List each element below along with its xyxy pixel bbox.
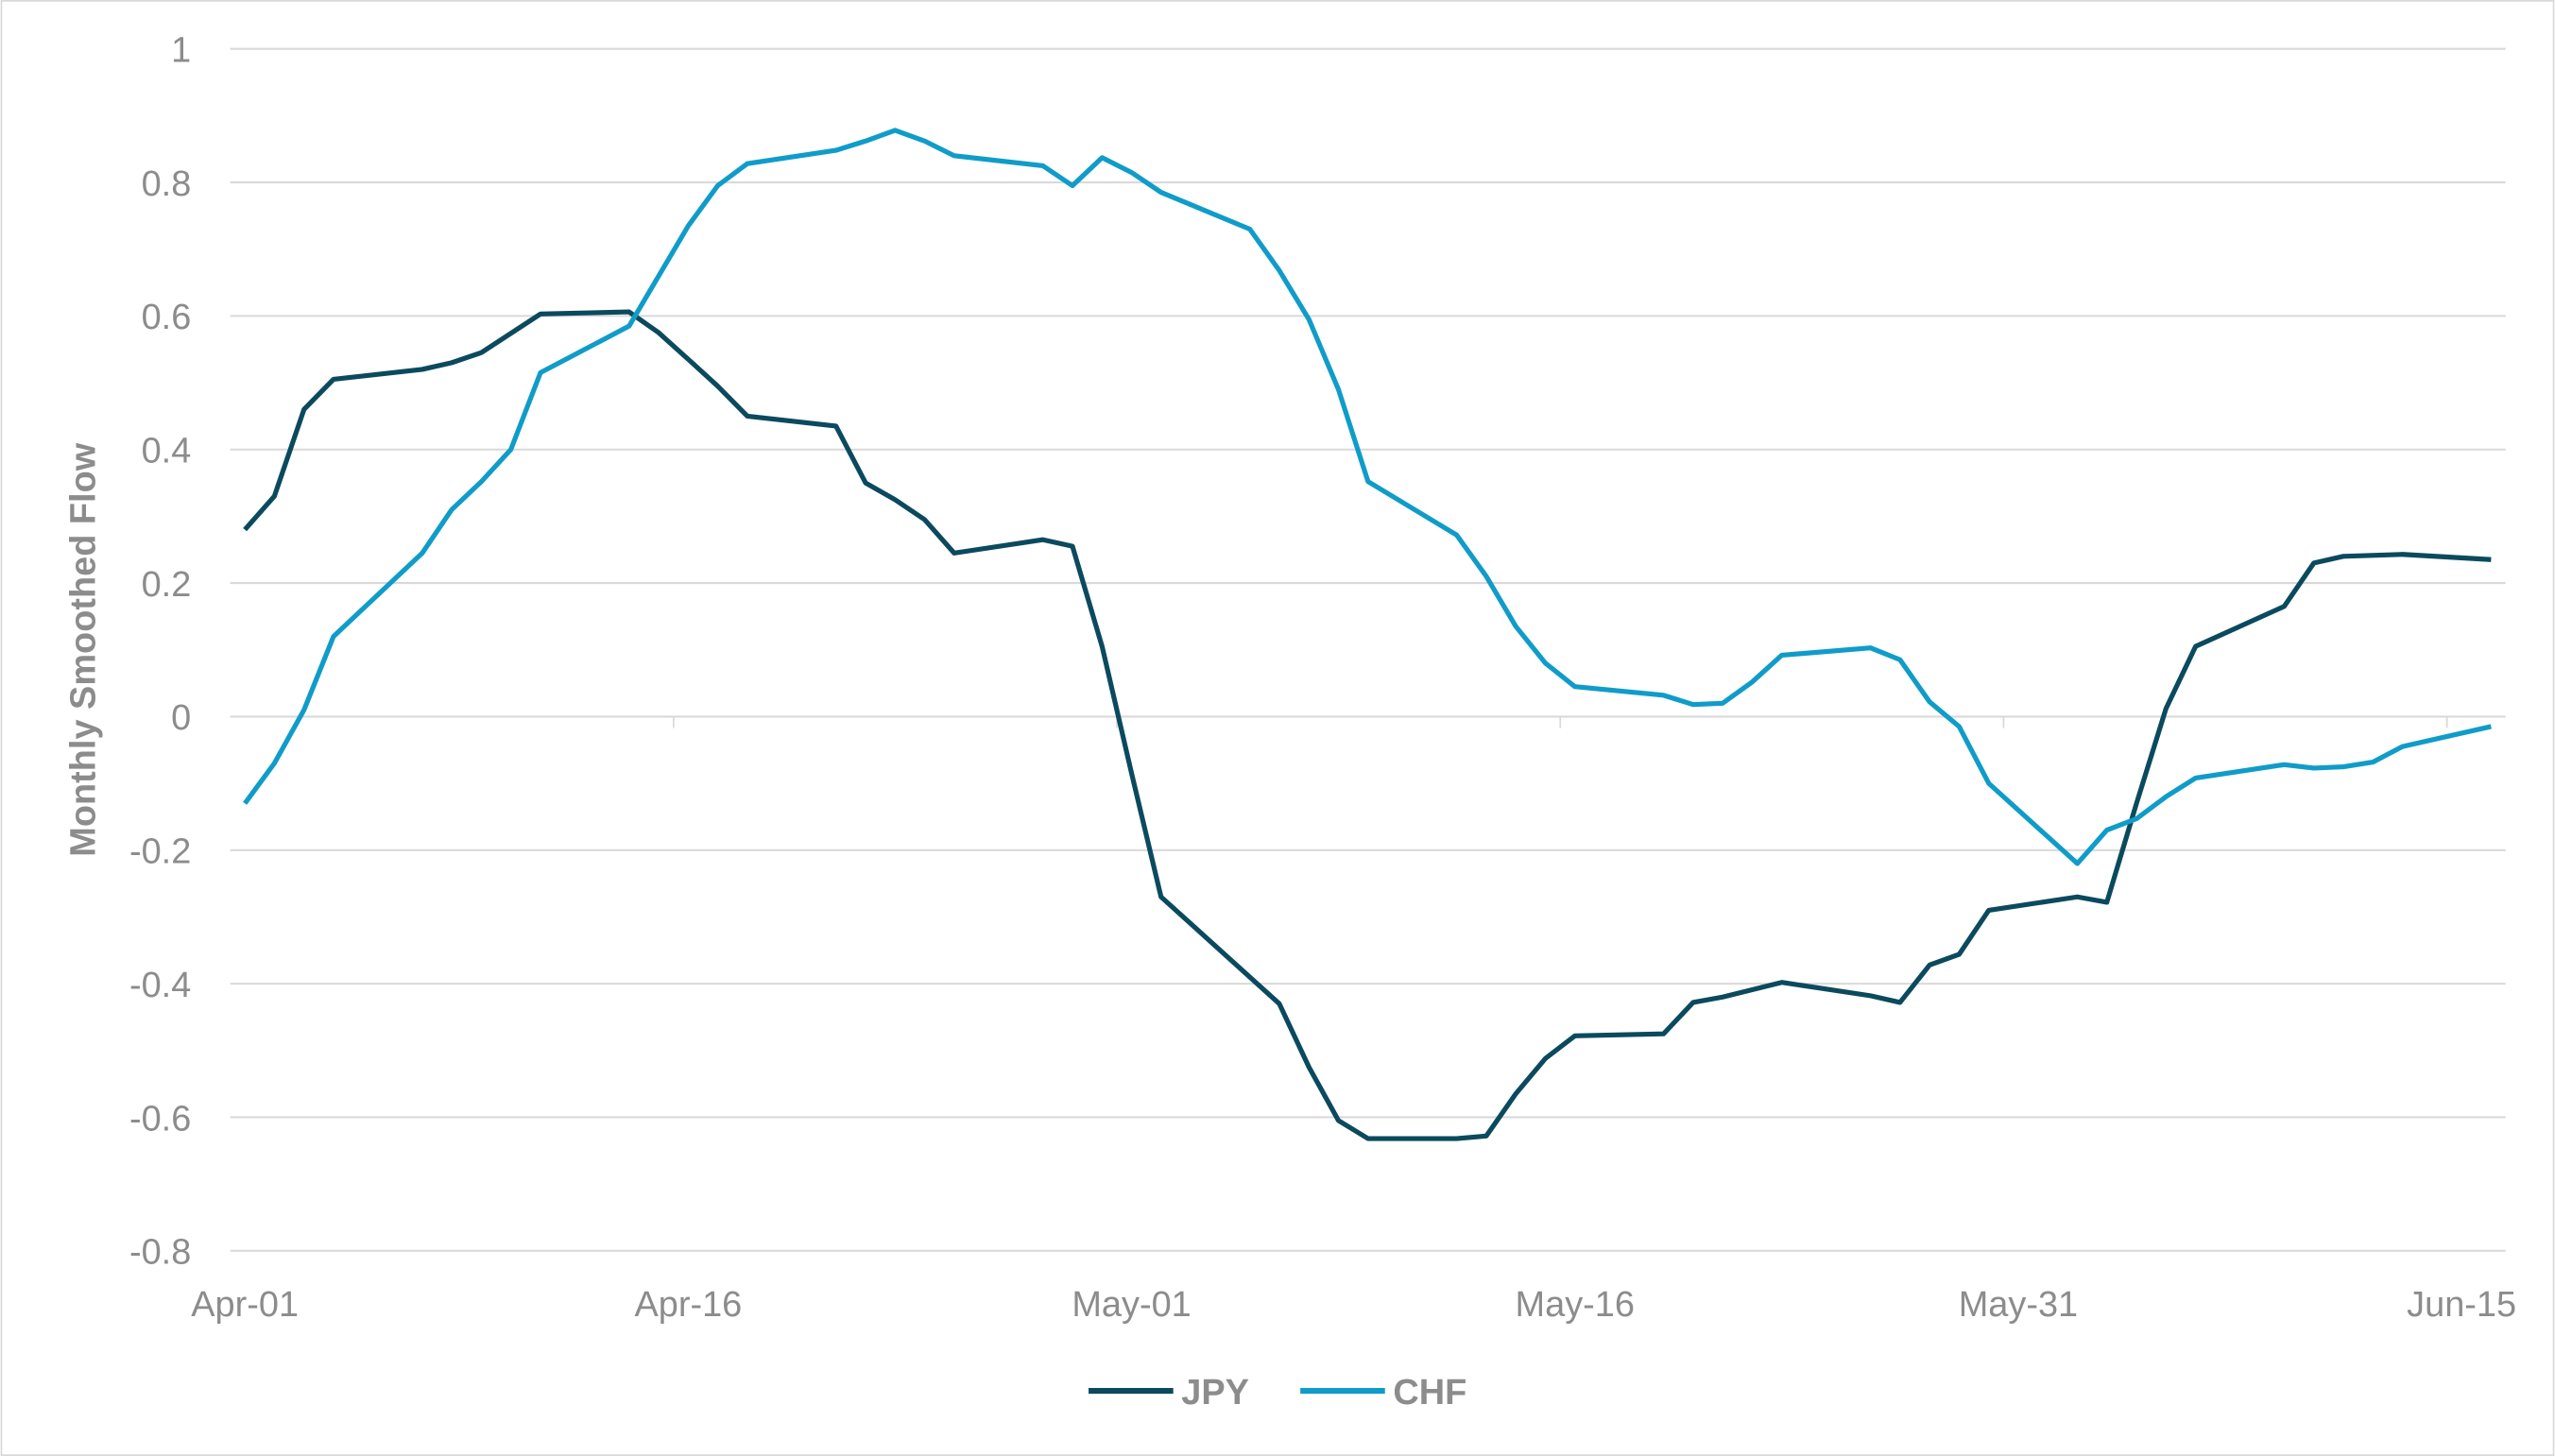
y-tick-label: 0.8 [142,164,192,204]
series-line-jpy [243,309,2492,1141]
y-tick-label: -0.8 [129,1233,191,1273]
y-tick-label: 1 [171,31,191,71]
y-tick-label: -0.2 [129,832,191,872]
y-tick-label: 0.6 [142,298,192,337]
y-tick-label: 0 [171,698,191,738]
legend-label-jpy: JPY [1181,1373,1249,1413]
y-tick-label: 0.2 [142,565,192,605]
legend: JPY CHF [1089,1373,1466,1413]
series-line-chf [243,128,2492,866]
x-tick-label: Jun-15 [2407,1285,2516,1325]
y-tick-label: -0.6 [129,1099,191,1139]
x-axis-ticks: Apr-01 Apr-16 May-01 May-16 May-31 Jun-15 [191,716,2516,1325]
x-tick-label: May-31 [1959,1285,2078,1325]
x-tick-label: Apr-01 [191,1285,299,1325]
legend-label-chf: CHF [1393,1373,1466,1413]
y-axis-label: Monthly Smoothed Flow [64,442,104,856]
x-tick-label: Apr-16 [634,1285,742,1325]
x-tick-label: May-16 [1516,1285,1635,1325]
gridlines [230,47,2506,1252]
series-lines [243,128,2492,1141]
y-tick-label: 0.4 [142,432,192,471]
y-axis-ticks: 1 0.8 0.6 0.4 0.2 0 -0.2 -0.4 -0.6 -0.8 [129,31,191,1273]
x-tick-label: May-01 [1072,1285,1191,1325]
y-tick-label: -0.4 [129,966,191,1005]
